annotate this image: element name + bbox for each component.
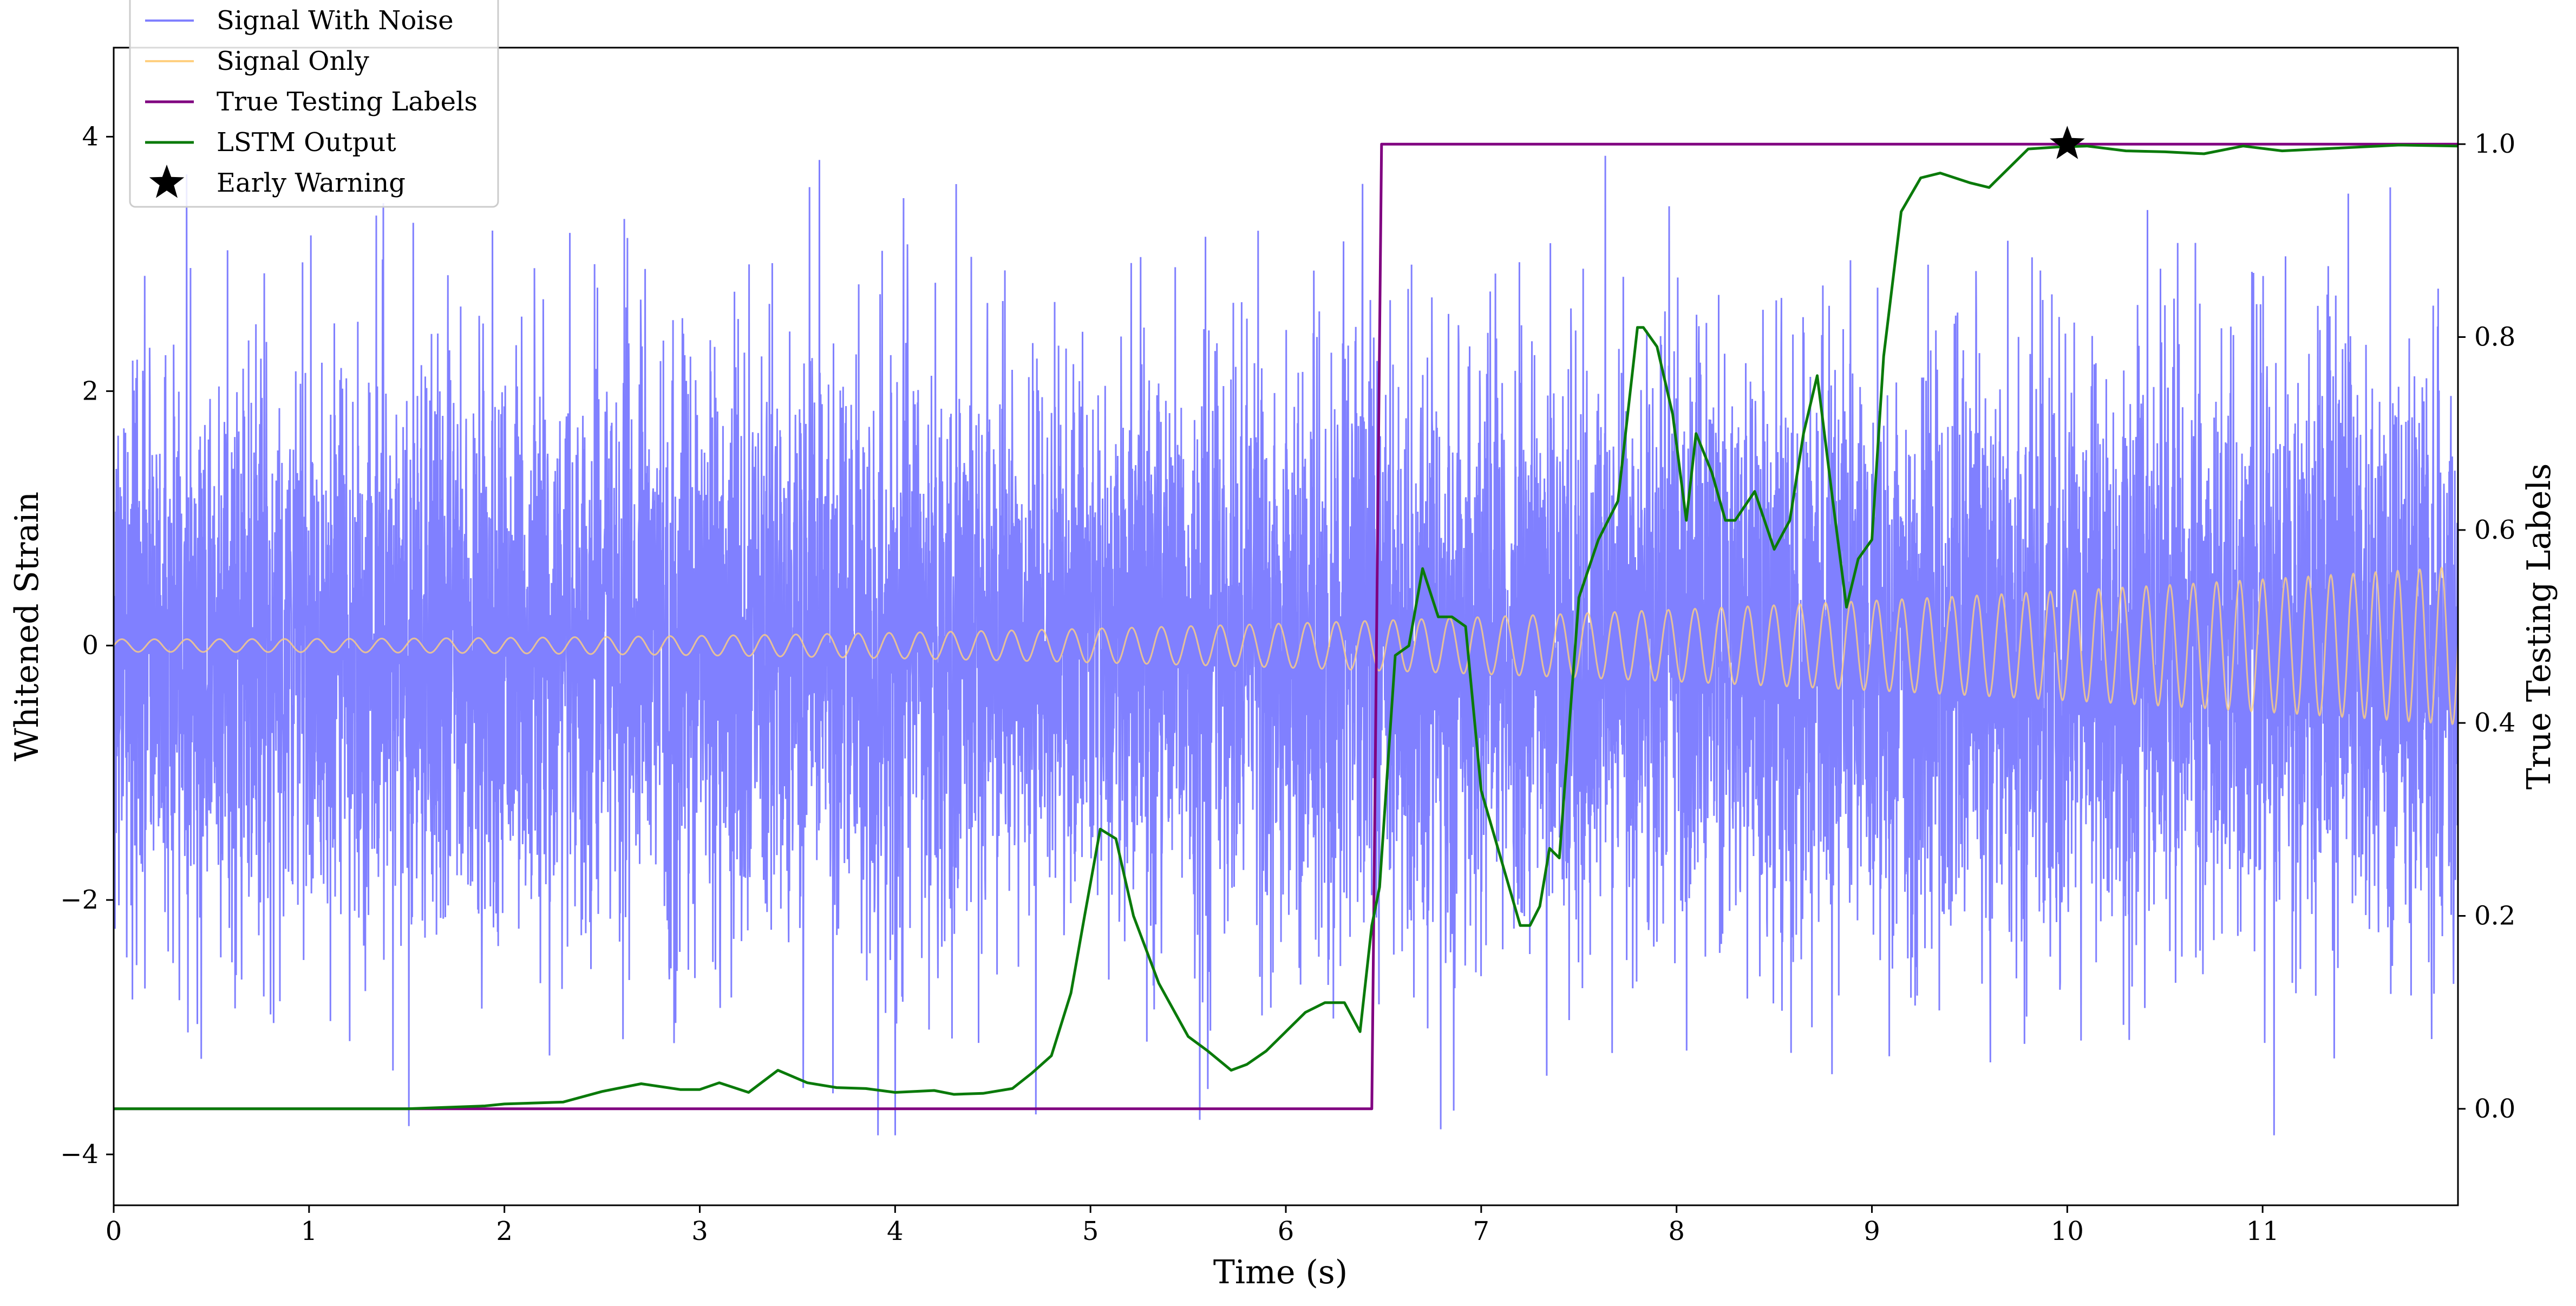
y-right-tick-label: 0.2 bbox=[2474, 901, 2515, 931]
legend-box bbox=[129, 0, 499, 208]
y-right-tick-label: 0.0 bbox=[2474, 1094, 2515, 1124]
y-axis-left-label: Whitened Strain bbox=[8, 492, 46, 761]
series-signal-only bbox=[114, 566, 2458, 726]
x-tick-label: 1 bbox=[301, 1216, 318, 1246]
x-tick-label: 2 bbox=[496, 1216, 513, 1246]
y-axis-right-label: True Testing Labels bbox=[2520, 463, 2558, 790]
x-tick-label: 3 bbox=[691, 1216, 708, 1246]
y-left-tick-label: −2 bbox=[60, 885, 99, 915]
x-tick-label: 7 bbox=[1473, 1216, 1490, 1246]
y-right-tick-label: 0.4 bbox=[2474, 708, 2515, 738]
x-axis: 0 1 2 3 4 5 6 7 8 9 10 11 bbox=[106, 1205, 2279, 1246]
series-layer bbox=[114, 142, 2458, 1135]
legend-swatch-early-warning bbox=[149, 165, 185, 198]
legend-label-signal-with-noise: Signal With Noise bbox=[217, 5, 454, 36]
x-axis-label: Time (s) bbox=[1213, 1253, 1348, 1291]
series-true-testing-labels bbox=[114, 142, 2458, 1111]
y-left-tick-label: 4 bbox=[82, 121, 99, 152]
y-left-tick-label: −4 bbox=[60, 1139, 99, 1170]
series-signal-with-noise bbox=[114, 155, 2458, 1135]
series-lstm-output bbox=[114, 143, 2458, 1111]
x-tick-label: 10 bbox=[2051, 1216, 2084, 1246]
y-right-tick-label: 1.0 bbox=[2474, 129, 2515, 159]
legend-label-lstm-output: LSTM Output bbox=[217, 127, 396, 158]
x-tick-label: 5 bbox=[1082, 1216, 1099, 1246]
legend: Signal With Noise Signal Only True Testing… bbox=[129, 0, 499, 208]
x-tick-label: 8 bbox=[1668, 1216, 1685, 1246]
y-right-tick-label: 0.8 bbox=[2474, 322, 2515, 352]
legend-label-signal-only: Signal Only bbox=[217, 46, 369, 76]
early-warning-marker bbox=[2050, 126, 2085, 159]
x-tick-label: 6 bbox=[1278, 1216, 1294, 1246]
x-tick-label: 0 bbox=[106, 1216, 122, 1246]
y-axis-left: −4 −2 0 2 4 bbox=[60, 121, 114, 1170]
y-axis-right: 0.0 0.2 0.4 0.6 0.8 1.0 bbox=[2458, 129, 2515, 1124]
legend-label-early-warning: Early Warning bbox=[217, 168, 406, 198]
x-tick-label: 9 bbox=[1864, 1216, 1880, 1246]
y-right-tick-label: 0.6 bbox=[2474, 515, 2515, 545]
y-left-tick-label: 2 bbox=[82, 376, 99, 406]
x-tick-label: 4 bbox=[887, 1216, 904, 1246]
legend-label-true-testing-labels: True Testing Labels bbox=[217, 87, 478, 117]
x-tick-label: 11 bbox=[2246, 1216, 2279, 1246]
y-left-tick-label: 0 bbox=[82, 630, 99, 661]
